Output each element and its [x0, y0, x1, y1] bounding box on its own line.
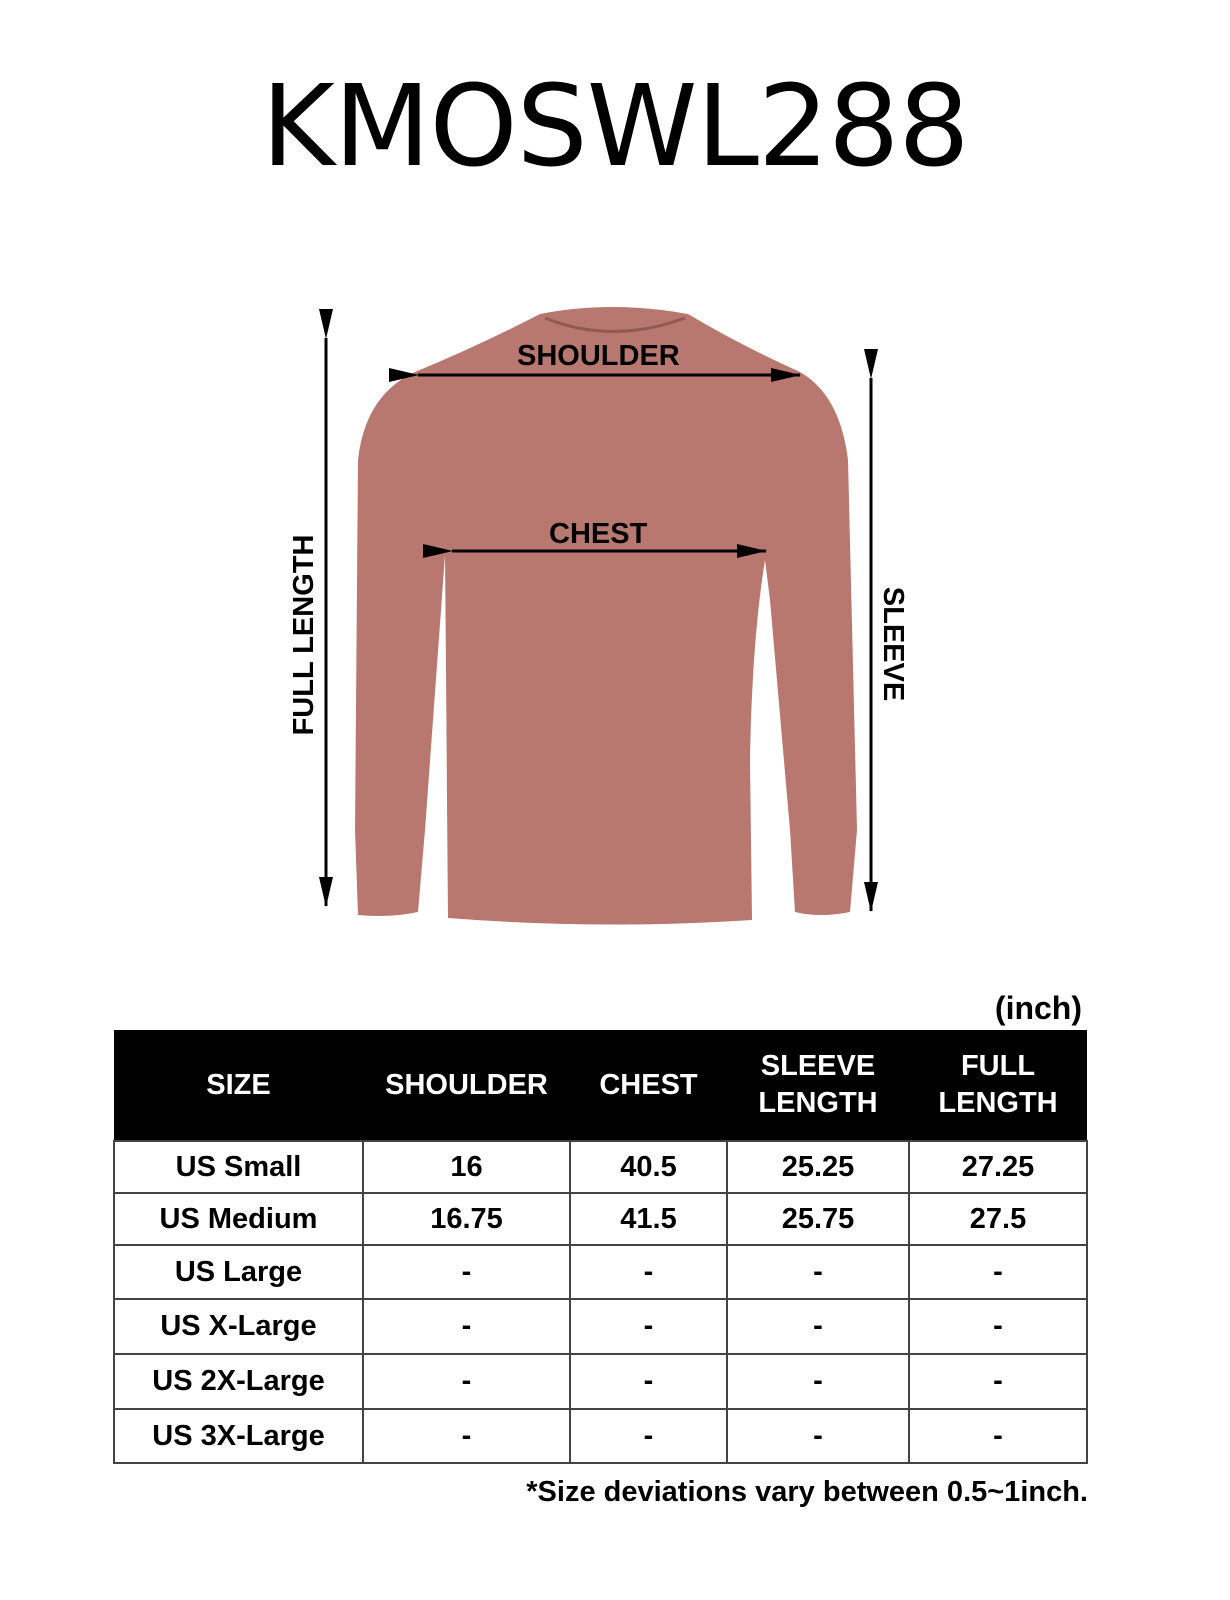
product-code-title: KMOSWL288 [261, 62, 969, 192]
measurement-cell: - [362, 1298, 571, 1355]
measurement-cell: 27.5 [908, 1192, 1088, 1246]
measurement-cell: 40.5 [569, 1140, 728, 1194]
size-cell: US Small [113, 1140, 364, 1194]
size-cell: US X-Large [113, 1298, 364, 1355]
header-shoulder: SHOULDER [363, 1030, 570, 1141]
size-cell: US 3X-Large [113, 1408, 364, 1464]
measurement-cell: 25.25 [726, 1140, 910, 1194]
measurement-cell: 25.75 [726, 1192, 910, 1246]
measurement-cell: - [362, 1353, 571, 1410]
header-sleeve-length: SLEEVE LENGTH [727, 1030, 909, 1141]
measurement-cell: - [908, 1244, 1088, 1300]
measurement-cell: - [726, 1298, 910, 1355]
measurement-cell: 16.75 [362, 1192, 571, 1246]
measurement-cell: - [908, 1353, 1088, 1410]
measurement-cell: - [569, 1353, 728, 1410]
measurement-cell: - [908, 1298, 1088, 1355]
size-cell: US 2X-Large [113, 1353, 364, 1410]
size-cell: US Large [113, 1244, 364, 1300]
measurement-cell: 41.5 [569, 1192, 728, 1246]
header-full-length: FULL LENGTH [909, 1030, 1087, 1141]
size-cell: US Medium [113, 1192, 364, 1246]
header-chest: CHEST [570, 1030, 727, 1141]
table-row: US Small 16 40.5 25.25 27.25 [113, 1140, 1088, 1194]
table-header-row: SIZE SHOULDER CHEST SLEEVE LENGTH FULL L… [114, 1030, 1087, 1141]
measurement-cell: - [569, 1244, 728, 1300]
measurement-cell: - [362, 1244, 571, 1300]
measurement-cell: - [726, 1408, 910, 1464]
shoulder-label: SHOULDER [517, 340, 680, 372]
sleeve-label: SLEEVE [877, 586, 909, 702]
full-length-label: FULL LENGTH [288, 534, 320, 736]
measurement-cell: - [726, 1353, 910, 1410]
table-row: US Medium 16.75 41.5 25.75 27.5 [113, 1192, 1088, 1246]
chest-label: CHEST [549, 518, 648, 550]
measurement-cell: - [362, 1408, 571, 1464]
sweater-diagram [319, 307, 878, 925]
measurement-cell: - [908, 1408, 1088, 1464]
table-row: US 3X-Large - - - - [113, 1408, 1088, 1464]
measurement-cell: - [569, 1408, 728, 1464]
header-size: SIZE [114, 1030, 363, 1141]
table-row: US X-Large - - - - [113, 1298, 1088, 1355]
sweater-image [355, 307, 857, 925]
measurement-cell: 16 [362, 1140, 571, 1194]
table-row: US 2X-Large - - - - [113, 1353, 1088, 1410]
table-row: US Large - - - - [113, 1244, 1088, 1300]
size-deviation-note: *Size deviations vary between 0.5~1inch. [526, 1476, 1088, 1508]
measurement-cell: - [726, 1244, 910, 1300]
measurement-cell: - [569, 1298, 728, 1355]
unit-label: (inch) [994, 990, 1082, 1026]
measurement-cell: 27.25 [908, 1140, 1088, 1194]
size-table: SIZE SHOULDER CHEST SLEEVE LENGTH FULL L… [113, 1030, 1088, 1464]
